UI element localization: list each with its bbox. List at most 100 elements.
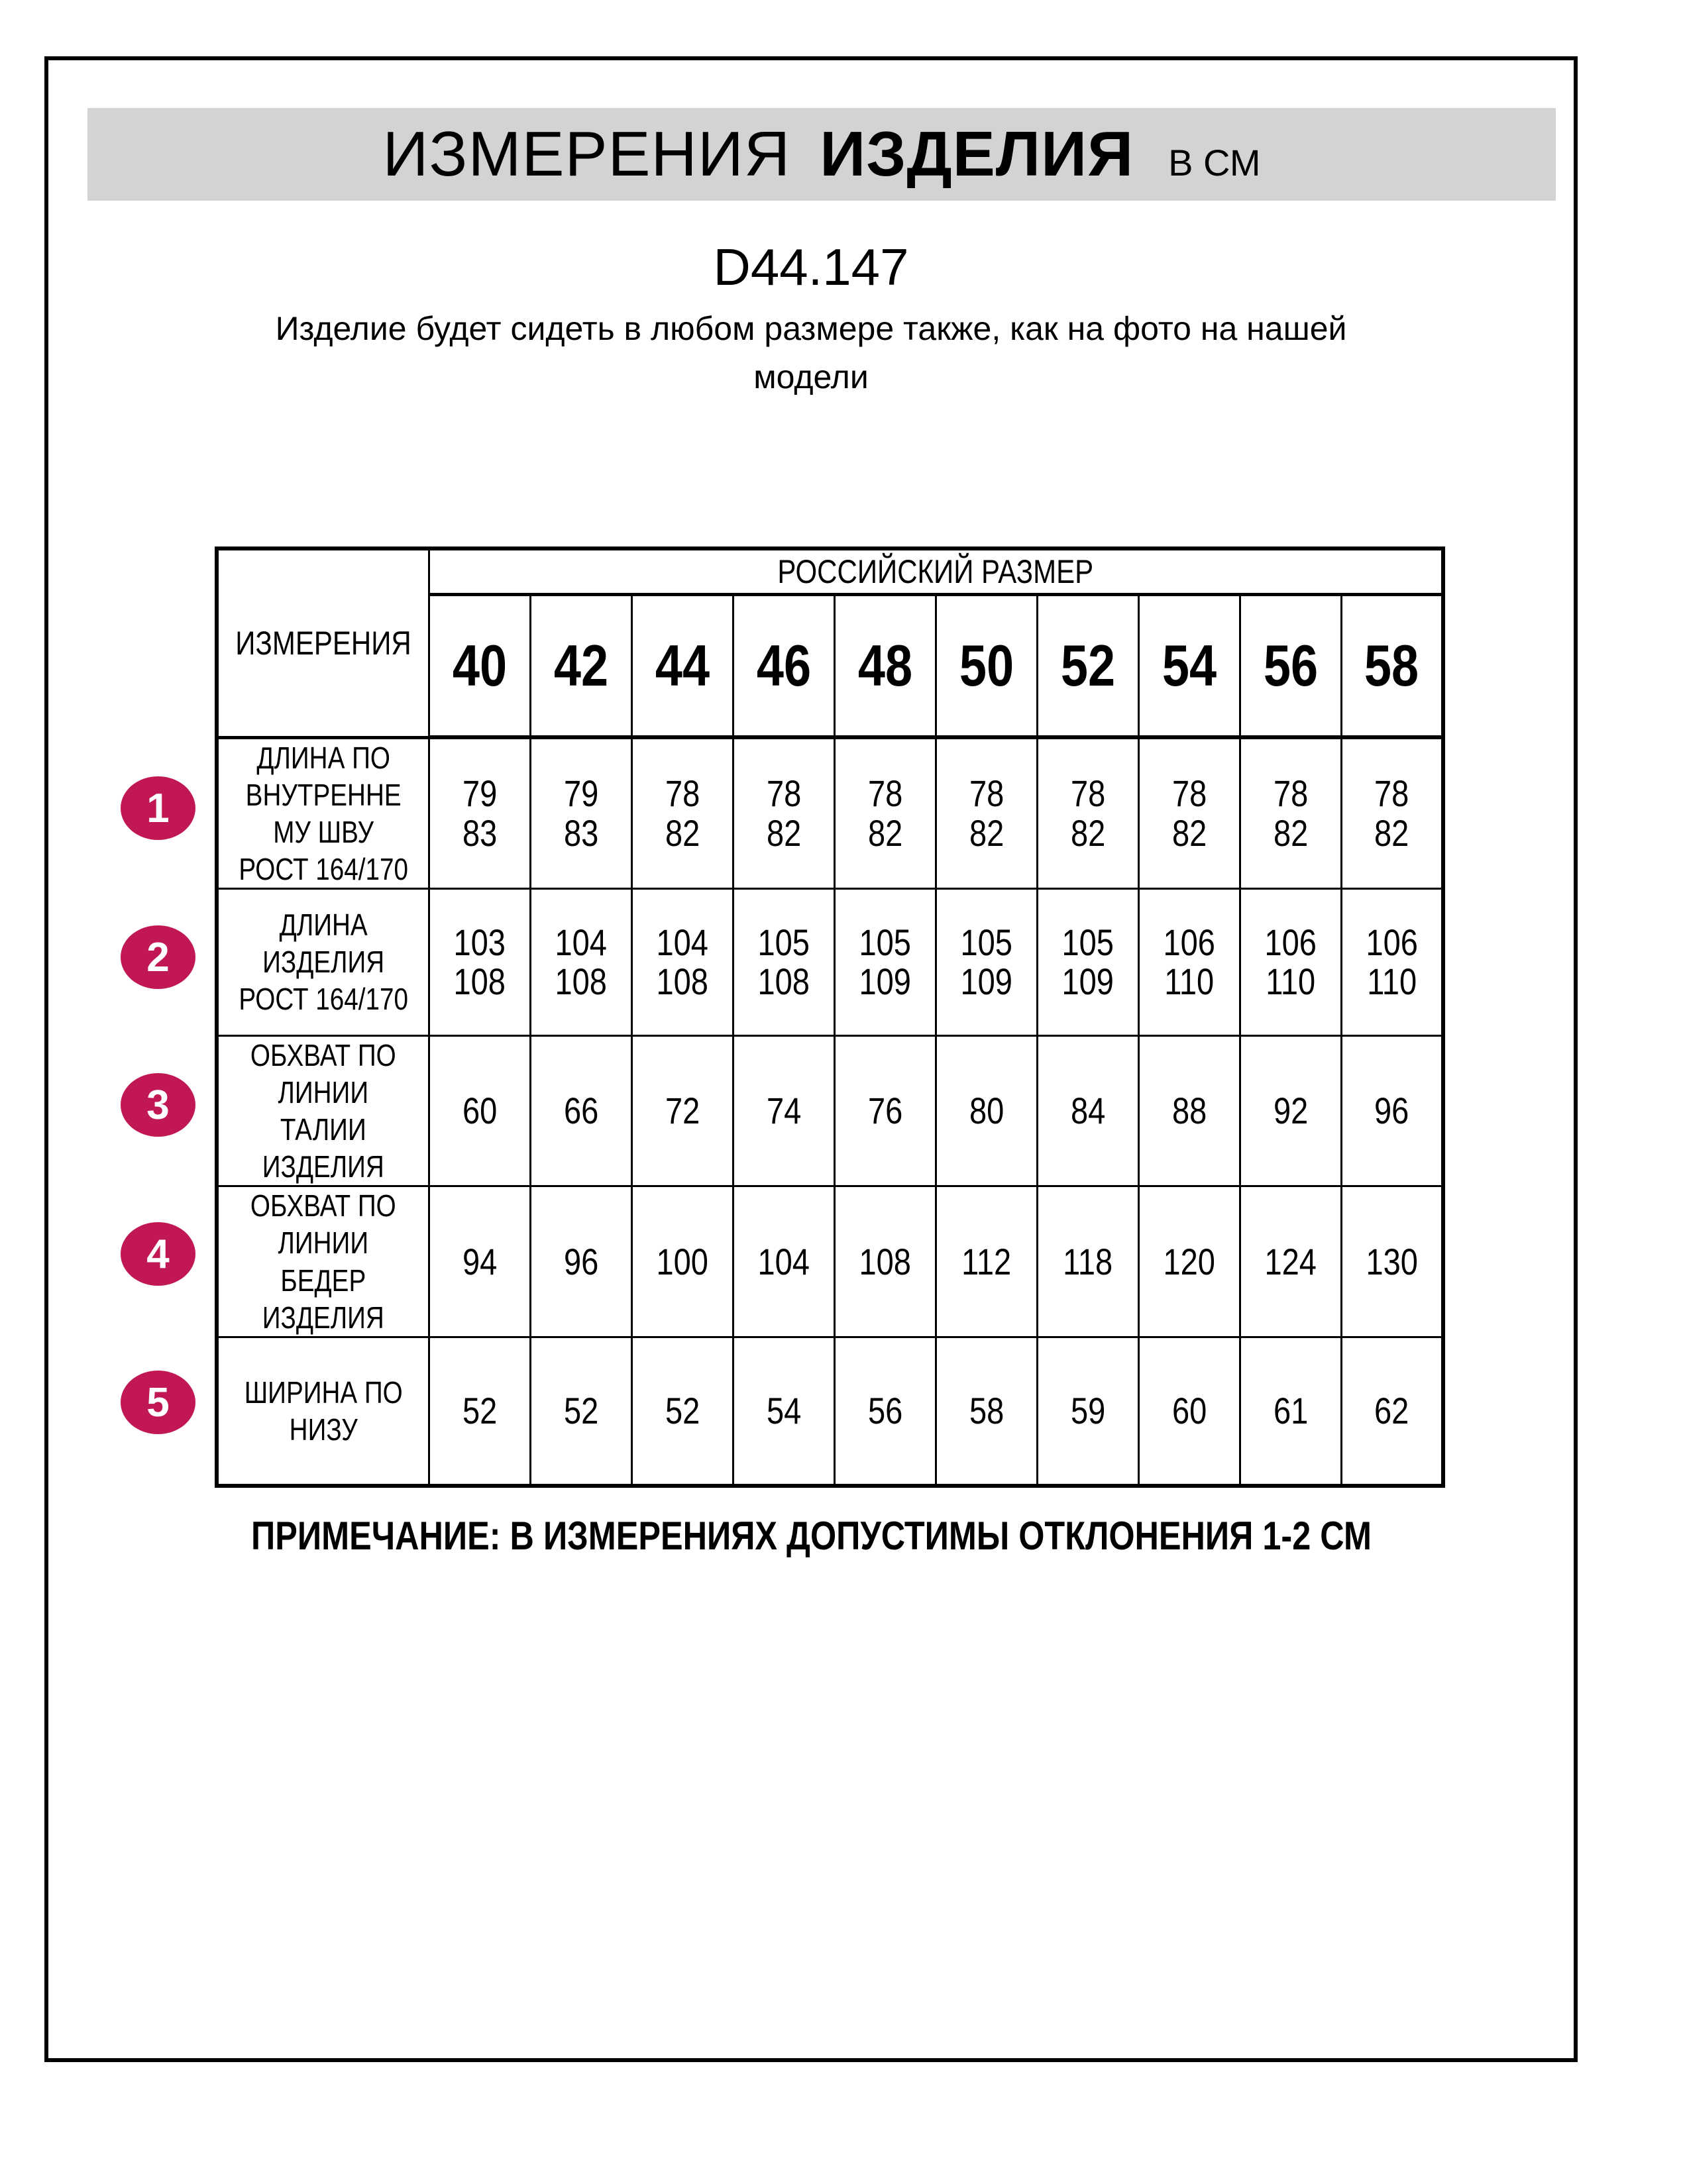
size-group-row: ИЗМЕРЕНИЯ РОССИЙСКИЙ РАЗМЕР	[215, 547, 1444, 739]
value-text: 88	[1171, 1090, 1207, 1132]
value-cell: 78 82	[834, 736, 937, 890]
value-cell: 54	[732, 1335, 836, 1487]
product-description: Изделие будет сидеть в любом размере так…	[275, 310, 1347, 395]
measurement-row-label: ДЛИНА ИЗДЕЛИЯ РОСТ 164/170	[215, 887, 430, 1037]
value-text: 72	[665, 1090, 700, 1132]
size-column-header-label: 56	[1263, 633, 1319, 698]
value-text: 56	[867, 1390, 903, 1432]
row-number-badge: 5	[121, 1371, 195, 1434]
value-text: 104 108	[555, 921, 608, 1003]
value-cell: 100	[631, 1185, 734, 1338]
measurement-row: ОБХВАТ ПО ЛИНИИ ТАЛИИ ИЗДЕЛИЯ 60 66 72 74 76 8…	[215, 1034, 1444, 1188]
value-cell: 78 82	[631, 736, 734, 890]
measurement-row: ОБХВАТ ПО ЛИНИИ БЕДЕР ИЗДЕЛИЯ 94 96 100 104 1…	[215, 1185, 1444, 1338]
value-text: 74	[766, 1090, 802, 1132]
value-text: 62	[1374, 1390, 1409, 1432]
size-column-header-label: 48	[857, 633, 913, 698]
measurement-row-label: ШИРИНА ПО НИЗУ	[215, 1335, 430, 1487]
value-cell: 52	[631, 1335, 734, 1487]
value-text: 105 109	[1061, 921, 1114, 1003]
value-cell: 62	[1340, 1335, 1444, 1487]
value-cell: 105 109	[1036, 887, 1140, 1037]
value-cell: 105 109	[834, 887, 937, 1037]
value-text: 78 82	[969, 772, 1004, 854]
value-text: 78 82	[1273, 772, 1309, 854]
row-number-badge: 2	[121, 925, 195, 989]
value-cell: 56	[834, 1335, 937, 1487]
value-cell: 78 82	[1036, 736, 1140, 890]
value-cell: 120	[1138, 1185, 1241, 1338]
value-cell: 78 82	[732, 736, 836, 890]
size-column-header-label: 52	[1060, 633, 1116, 698]
value-text: 92	[1273, 1090, 1309, 1132]
page-title-word-1: ИЗМЕРЕНИЯ	[382, 119, 791, 189]
value-cell: 106 110	[1340, 887, 1444, 1037]
value-cell: 104 108	[529, 887, 633, 1037]
value-cell: 74	[732, 1034, 836, 1188]
value-cell: 78 82	[935, 736, 1038, 890]
measurement-row: ШИРИНА ПО НИЗУ 52 52 52 54 56 58 59 60 61 62	[215, 1335, 1444, 1487]
page-title-unit: В СМ	[1168, 142, 1261, 183]
size-column-header-label: 42	[553, 633, 609, 698]
size-group-header: РОССИЙСКИЙ РАЗМЕР	[428, 547, 1444, 596]
value-cell: 96	[1340, 1034, 1444, 1188]
measurement-row: ДЛИНА ПО ВНУТРЕННЕ МУ ШВУ РОСТ 164/170 79…	[215, 736, 1444, 890]
value-text: 104	[757, 1240, 810, 1282]
value-cell: 104	[732, 1185, 836, 1338]
value-cell: 96	[529, 1185, 633, 1338]
value-text: 106 110	[1264, 921, 1317, 1003]
size-column-header-label: 58	[1364, 633, 1419, 698]
value-text: 79 83	[462, 772, 498, 854]
value-text: 100	[656, 1240, 709, 1282]
row-number-badge: 4	[121, 1222, 195, 1286]
value-text: 130	[1366, 1240, 1418, 1282]
value-text: 54	[766, 1390, 802, 1432]
value-cell: 106 110	[1138, 887, 1241, 1037]
value-text: 52	[462, 1390, 498, 1432]
size-column-header: 42	[529, 594, 633, 739]
value-cell: 60	[428, 1034, 531, 1188]
value-cell: 66	[529, 1034, 633, 1188]
value-text: 79 83	[563, 772, 599, 854]
measurement-row-label-text: ДЛИНА ИЗДЕЛИЯ РОСТ 164/170	[239, 908, 408, 1017]
measurement-row-label-text: ШИРИНА ПО НИЗУ	[244, 1375, 403, 1447]
measurement-row-label-text: ДЛИНА ПО ВНУТРЕННЕ МУ ШВУ РОСТ 164/170	[239, 740, 408, 886]
value-cell: 78 82	[1340, 736, 1444, 890]
value-text: 58	[969, 1390, 1004, 1432]
measurements-column-header: ИЗМЕРЕНИЯ	[215, 547, 430, 739]
value-cell: 78 82	[1138, 736, 1241, 890]
value-cell: 72	[631, 1034, 734, 1188]
value-text: 52	[665, 1390, 700, 1432]
value-text: 61	[1273, 1390, 1309, 1432]
value-cell: 58	[935, 1335, 1038, 1487]
note-text: ПРИМЕЧАНИЕ: В ИЗМЕРЕНИЯХ ДОПУСТИМЫ ОТКЛО…	[250, 1514, 1372, 1558]
value-text: 60	[462, 1090, 498, 1132]
value-text: 105 109	[960, 921, 1013, 1003]
value-text: 60	[1171, 1390, 1207, 1432]
value-cell: 59	[1036, 1335, 1140, 1487]
value-text: 84	[1070, 1090, 1106, 1132]
size-table: ИЗМЕРЕНИЯ РОССИЙСКИЙ РАЗМЕР 40 42 44 46 48 50…	[215, 546, 1445, 1488]
value-cell: 79 83	[428, 736, 531, 890]
title-banner: ИЗМЕРЕНИЯ ИЗДЕЛИЯ В СМ	[87, 108, 1556, 201]
product-code: D44.147	[713, 238, 909, 296]
measurement-row-label-text: ОБХВАТ ПО ЛИНИИ БЕДЕР ИЗДЕЛИЯ	[250, 1188, 396, 1335]
value-text: 96	[1374, 1090, 1409, 1132]
page-border	[44, 56, 1578, 2062]
value-text: 104 108	[656, 921, 709, 1003]
measurement-row-label: ДЛИНА ПО ВНУТРЕННЕ МУ ШВУ РОСТ 164/170	[215, 736, 430, 890]
value-cell: 79 83	[529, 736, 633, 890]
size-column-header-label: 40	[452, 633, 508, 698]
value-text: 120	[1163, 1240, 1216, 1282]
value-text: 76	[867, 1090, 903, 1132]
value-text: 78 82	[665, 772, 700, 854]
value-cell: 112	[935, 1185, 1038, 1338]
size-column-header: 48	[834, 594, 937, 739]
value-text: 59	[1070, 1390, 1106, 1432]
value-cell: 103 108	[428, 887, 531, 1037]
note: ПРИМЕЧАНИЕ: В ИЗМЕРЕНИЯХ ДОПУСТИМЫ ОТКЛО…	[44, 1513, 1578, 1559]
value-cell: 60	[1138, 1335, 1241, 1487]
value-text: 78 82	[1374, 772, 1409, 854]
value-text: 78 82	[1171, 772, 1207, 854]
row-number-badge: 1	[121, 776, 195, 840]
